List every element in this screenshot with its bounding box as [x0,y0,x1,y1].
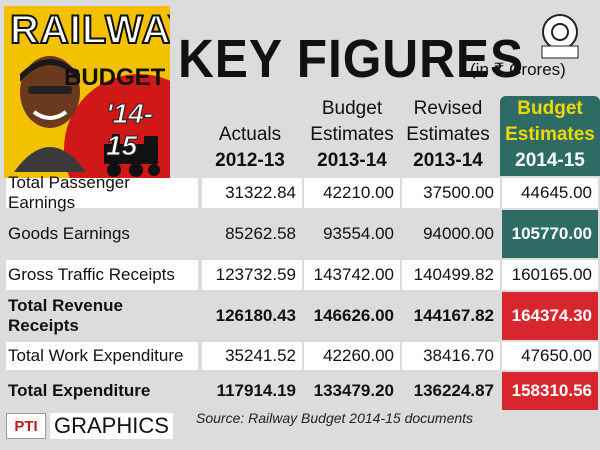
row-label: Total Work Expenditure [6,342,198,370]
row-label: Total Passenger Earnings [6,173,198,212]
locomotive-icon [104,134,160,177]
column-label-top: Budget [321,98,383,119]
row-label: Total Expenditure [8,381,151,400]
value-cell: 117914.19 [216,381,296,400]
table-row: Total Expenditure 117914.19 133479.20 13… [6,372,600,410]
value-cell: 123732.59 [202,260,302,290]
column-header-revised-estimates: Revised Estimates 2013-14 [398,96,498,176]
value-cell: 143742.00 [304,260,400,290]
value-cell-highlight: 158310.56 [502,372,598,410]
column-label: Actuals [218,124,282,145]
logo-budget-text: BUDGET [64,64,166,91]
source-note: Source: Railway Budget 2014-15 documents [196,410,474,426]
page-title: KEY FIGURES [178,29,525,89]
table-row: Gross Traffic Receipts 123732.59 143742.… [6,260,600,290]
table-row: Total Work Expenditure 35241.52 42260.00… [6,342,600,370]
value-cell: 31322.84 [202,178,302,208]
column-header-actuals: Actuals 2012-13 [200,96,300,176]
value-cell: 94000.00 [423,224,494,243]
pti-graphics-credit: PTI GRAPHICS [6,412,173,440]
value-cell-highlight: 44645.00 [502,178,598,208]
column-year: 2014-15 [515,150,585,171]
value-cell: 146626.00 [313,306,394,325]
table-row: Total Passenger Earnings 31322.84 42210.… [6,173,600,212]
column-label-top: Revised [413,98,483,119]
column-label: Estimates [310,124,394,145]
column-label-top [200,96,300,122]
column-label: Estimates [406,124,490,145]
value-cell: 136224.87 [413,381,494,400]
units-label: (in ₹ Crores) [470,60,566,79]
graphics-label: GRAPHICS [50,413,173,439]
value-cell: 133479.20 [313,381,394,400]
pti-logo: PTI [6,413,46,439]
value-cell: 140499.82 [402,260,500,290]
value-cell-highlight: 164374.30 [502,292,598,340]
value-cell: 42210.00 [304,178,400,208]
column-year: 2012-13 [215,150,285,171]
column-year: 2013-14 [413,150,483,171]
value-cell: 93554.00 [323,224,394,243]
row-label: Goods Earnings [8,224,130,243]
column-header-budget-estimates-2013: Budget Estimates 2013-14 [302,96,402,176]
railway-budget-logo: RAILWAY BUDGET '14-15 [4,6,170,178]
column-year: 2013-14 [317,150,387,171]
column-header-budget-estimates-2014: Budget Estimates 2014-15 [500,96,600,176]
value-cell-highlight: 105770.00 [502,210,598,258]
value-cell: 37500.00 [402,178,500,208]
value-cell: 38416.70 [402,342,500,370]
railway-emblem-icon [541,14,579,59]
column-label-top: Budget [517,98,583,119]
value-cell: 35241.52 [202,342,302,370]
value-cell: 85262.58 [225,224,296,243]
row-label: Total Revenue Receipts [8,296,123,335]
value-cell: 42260.00 [304,342,400,370]
value-cell-highlight: 160165.00 [502,260,598,290]
value-cell: 144167.82 [413,306,494,325]
row-label: Gross Traffic Receipts [6,260,198,290]
table-row: Goods Earnings 85262.58 93554.00 94000.0… [6,210,600,258]
logo-year-text: '14-15 [106,98,154,162]
table-row: Total Revenue Receipts 126180.43 146626.… [6,292,600,340]
logo-railway-text: RAILWAY [9,7,170,53]
value-cell-highlight: 47650.00 [502,342,598,370]
column-label: Estimates [505,124,595,145]
value-cell: 126180.43 [215,306,296,325]
minister-portrait-icon [14,56,86,172]
